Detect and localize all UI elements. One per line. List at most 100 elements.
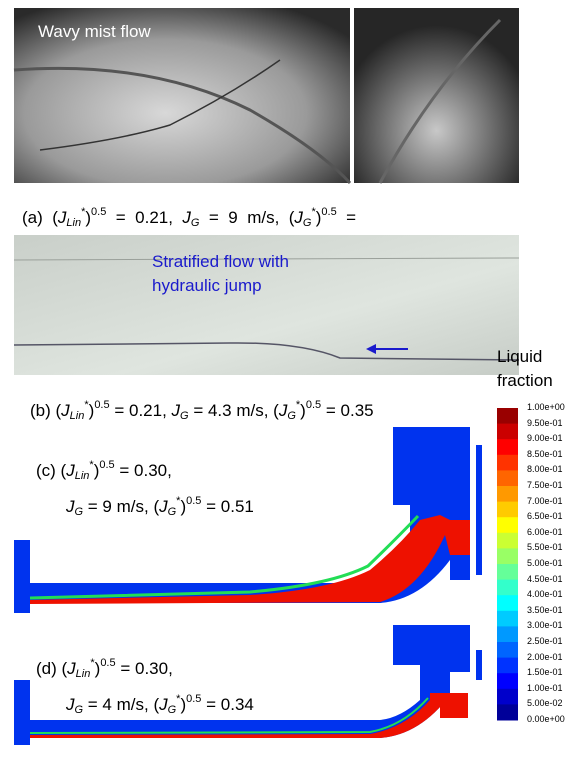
caption-part: ) xyxy=(315,208,322,227)
liquid-surface xyxy=(13,342,520,361)
caption-part: J xyxy=(66,461,75,480)
colorbar-block xyxy=(497,673,518,690)
caption-part: J xyxy=(67,659,76,678)
photo-a-left xyxy=(14,8,350,183)
caption-part: = xyxy=(336,208,357,227)
colorbar-block xyxy=(497,486,518,503)
caption-part: ) xyxy=(88,401,95,420)
baffle xyxy=(476,650,482,680)
caption-part: G xyxy=(74,506,84,518)
caption-part: ) xyxy=(93,461,100,480)
caption-part: 0.5 xyxy=(99,459,115,471)
caption-part: Lin xyxy=(74,470,90,482)
colorbar xyxy=(497,408,518,721)
legend-tick-label: 1.00e+00 xyxy=(527,402,565,412)
caption-part: G xyxy=(287,410,296,422)
legend-title: fraction xyxy=(497,371,553,390)
caption-part: = 0.34 xyxy=(201,695,254,714)
colorbar-block xyxy=(497,642,518,659)
caption-part: * xyxy=(311,206,316,218)
interface xyxy=(29,514,420,600)
colorbar-block xyxy=(497,408,518,425)
colorbar-block xyxy=(497,532,518,549)
caption-part: G xyxy=(167,704,177,716)
caption-part: = 0.51 xyxy=(201,497,254,516)
legend-tick-label: 8.50e-01 xyxy=(527,448,563,459)
colorbar-block xyxy=(497,564,518,581)
legend-tick-label: 3.00e-01 xyxy=(527,620,563,631)
colorbar-block xyxy=(497,704,518,721)
interface xyxy=(29,697,429,734)
caption-part: = 4.3 m/s, ( xyxy=(188,401,279,420)
liquid-region xyxy=(440,693,468,718)
colorbar-block xyxy=(497,610,518,627)
caption: (a) (JLin*)0.5 = 0.21, JG = 9 m/s, (JG*)… xyxy=(22,200,356,236)
legend-tick-label: 7.00e-01 xyxy=(527,495,563,506)
legend-tick-label: 9.00e-01 xyxy=(527,433,563,444)
legend-tick-label: 5.00e-02 xyxy=(527,698,563,709)
caption-part: J xyxy=(278,401,288,420)
caption-part: 0.5 xyxy=(186,693,202,705)
caption-part: J xyxy=(61,401,70,420)
caption-part: G xyxy=(74,704,84,716)
caption-part: (a) ( xyxy=(22,208,58,227)
cfd-domain xyxy=(14,427,470,613)
colorbar-block xyxy=(497,470,518,487)
colorbar-block xyxy=(497,626,518,643)
caption-part: 0.5 xyxy=(91,206,107,218)
caption-part: (c) ( xyxy=(36,461,67,480)
colorbar-block xyxy=(497,423,518,440)
caption-part: J xyxy=(66,497,75,516)
legend-tick-label: 2.00e-01 xyxy=(527,651,563,662)
caption-part: 0.5 xyxy=(100,657,116,669)
colorbar-block xyxy=(497,688,518,705)
legend-tick-label: 4.50e-01 xyxy=(527,573,563,584)
caption-part: = 0.21, xyxy=(106,208,183,227)
caption-part: G xyxy=(180,410,189,422)
caption-part: J xyxy=(294,208,303,227)
caption-part: G xyxy=(190,217,200,229)
colorbar-block xyxy=(497,501,518,518)
pipe-edge xyxy=(13,66,352,185)
legend-tick-label: 7.50e-01 xyxy=(527,480,563,490)
legend-tick-label: 8.00e-01 xyxy=(527,464,563,475)
arrow-head xyxy=(366,344,376,354)
caption-part: = 9 m/s, ( xyxy=(199,208,295,227)
legend-tick-label: 6.50e-01 xyxy=(527,511,563,522)
caption-part: = 9 m/s, ( xyxy=(83,497,160,516)
photo-label: Wavy mist flow xyxy=(38,22,151,41)
caption-part: (b) ( xyxy=(30,401,62,420)
caption: (c) (JLin*)0.5 = 0.30, JG = 9 m/s, (JG*)0… xyxy=(36,453,254,525)
caption-part: ) xyxy=(300,401,306,420)
caption-part: * xyxy=(84,399,89,411)
legend-tick-label: 9.50e-01 xyxy=(527,417,563,428)
pipe-edge xyxy=(13,257,520,261)
caption-part: 0.5 xyxy=(305,399,322,411)
legend-tick-label: 1.50e-01 xyxy=(527,667,563,678)
caption: (d) (JLin*)0.5 = 0.30, JG = 4 m/s, (JG*)0… xyxy=(36,651,254,723)
caption-part: * xyxy=(81,206,86,218)
caption-part: * xyxy=(295,399,301,411)
colorbar-block xyxy=(497,657,518,674)
legend-tick-label: 2.50e-01 xyxy=(527,636,563,646)
caption-part: * xyxy=(176,495,181,507)
caption-part: = 0.21, xyxy=(109,401,172,420)
caption: (b) (JLin*)0.5 = 0.21, JG = 4.3 m/s, (JG… xyxy=(30,393,374,429)
colorbar-block xyxy=(497,517,518,534)
caption-part: = 0.35 xyxy=(321,401,374,420)
liquid-region xyxy=(30,515,470,604)
legend-tick-label: 6.00e-01 xyxy=(527,526,563,537)
caption-part: J xyxy=(57,208,67,227)
legend-tick-label: 4.00e-01 xyxy=(527,589,563,600)
caption-part: J xyxy=(66,695,75,714)
caption-part: ) xyxy=(180,497,187,516)
pipe-edge xyxy=(378,18,502,184)
caption-part: = 4 m/s, ( xyxy=(83,695,160,714)
caption-part: 0.5 xyxy=(94,399,110,411)
colorbar-block xyxy=(497,454,518,471)
caption-part: 0.5 xyxy=(321,206,337,218)
caption-part: ) xyxy=(85,208,92,227)
photo-label: Stratified flow with xyxy=(152,252,289,271)
